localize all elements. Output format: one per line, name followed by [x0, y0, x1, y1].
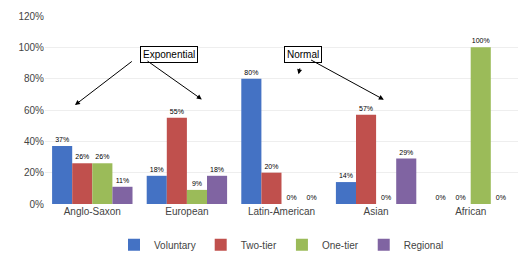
svg-text:80%: 80% — [244, 69, 258, 76]
svg-text:18%: 18% — [210, 166, 224, 173]
svg-text:37%: 37% — [55, 136, 69, 143]
svg-text:0%: 0% — [30, 199, 45, 210]
svg-text:55%: 55% — [170, 108, 184, 115]
svg-text:One-tier: One-tier — [322, 240, 359, 251]
svg-text:9%: 9% — [192, 180, 202, 187]
svg-text:20%: 20% — [264, 163, 278, 170]
svg-text:40%: 40% — [24, 136, 44, 147]
svg-text:60%: 60% — [24, 105, 44, 116]
svg-text:26%: 26% — [75, 153, 89, 160]
svg-text:Latin-American: Latin-American — [248, 206, 315, 217]
svg-text:0%: 0% — [456, 194, 466, 201]
svg-text:0%: 0% — [435, 194, 445, 201]
svg-text:Regional: Regional — [404, 240, 443, 251]
svg-text:0%: 0% — [307, 194, 317, 201]
svg-text:18%: 18% — [150, 166, 164, 173]
svg-text:Exponential: Exponential — [143, 49, 195, 60]
svg-text:57%: 57% — [359, 105, 373, 112]
svg-text:European: European — [165, 206, 208, 217]
svg-text:Anglo-Saxon: Anglo-Saxon — [64, 206, 121, 217]
svg-text:80%: 80% — [24, 73, 44, 84]
svg-text:11%: 11% — [116, 177, 130, 184]
svg-text:Voluntary: Voluntary — [154, 240, 196, 251]
svg-text:0%: 0% — [496, 194, 506, 201]
svg-text:100%: 100% — [18, 42, 44, 53]
svg-text:0%: 0% — [381, 194, 391, 201]
svg-text:Normal: Normal — [287, 49, 319, 60]
svg-text:14%: 14% — [339, 172, 353, 179]
svg-text:100%: 100% — [472, 37, 490, 44]
svg-text:20%: 20% — [24, 167, 44, 178]
svg-text:0%: 0% — [286, 194, 296, 201]
svg-text:29%: 29% — [399, 149, 413, 156]
svg-text:120%: 120% — [18, 11, 44, 22]
svg-text:African: African — [455, 206, 486, 217]
svg-text:26%: 26% — [95, 153, 109, 160]
svg-text:Asian: Asian — [364, 206, 389, 217]
svg-text:Two-tier: Two-tier — [241, 240, 277, 251]
